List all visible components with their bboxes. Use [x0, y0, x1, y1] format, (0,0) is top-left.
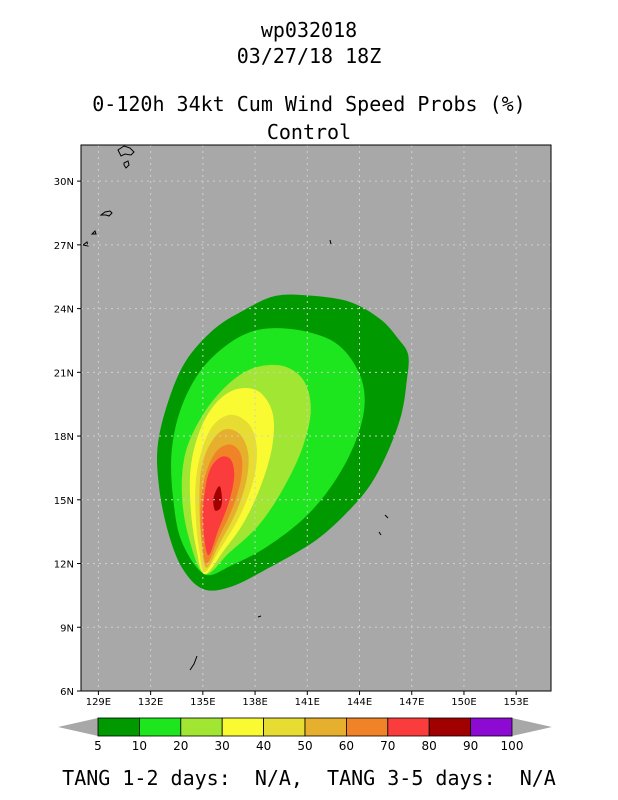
storm-id-title: wp032018: [260, 18, 358, 42]
island-coastline: [257, 615, 262, 618]
map-frame: [80, 144, 552, 692]
colorbar-box: [221, 717, 264, 737]
x-tick-label: 141E: [295, 697, 320, 708]
y-tick-label: 27N: [54, 241, 74, 252]
colorbar-box: [345, 717, 389, 737]
colorbar-label: 5: [94, 739, 102, 753]
colorbar-box: [304, 717, 347, 737]
island-coastline: [189, 655, 198, 671]
island-coastline: [123, 160, 130, 169]
colorbar-label: 10: [132, 739, 147, 753]
colorbar-box: [180, 717, 223, 737]
colorbar-low-triangle: [58, 718, 98, 736]
colorbar-high-triangle: [512, 718, 552, 736]
y-tick-label: 18N: [54, 432, 74, 443]
datetime-title: 03/27/18 18Z: [236, 44, 382, 68]
x-tick-label: 150E: [451, 697, 476, 708]
contour-80-percent: [213, 486, 222, 511]
island-coastline: [99, 210, 113, 217]
colorbar: 5 10 20 30 40 50 60 70 80 90 100: [58, 717, 552, 753]
colorbar-label: 20: [173, 739, 188, 753]
x-tick-label: 144E: [347, 697, 372, 708]
y-tick-label: 9N: [60, 623, 74, 634]
colorbar-box: [138, 717, 182, 737]
island-coastline: [378, 531, 382, 536]
y-tick-label: 15N: [54, 496, 74, 507]
x-tick-label: 147E: [399, 697, 424, 708]
island-coastline: [81, 241, 89, 247]
y-tick-label: 30N: [54, 177, 74, 188]
y-tick-label: 12N: [54, 560, 74, 571]
colorbar-label: 40: [256, 739, 271, 753]
colorbar-box: [97, 717, 140, 737]
y-axis: 6N 9N 12N 15N 18N 21N 24N 27N 30N: [54, 177, 81, 698]
y-tick-label: 6N: [60, 687, 74, 698]
product-title: 0-120h 34kt Cum Wind Speed Probs (%): [92, 92, 526, 116]
island-coastline: [329, 239, 332, 245]
tang-forecast-text: TANG 1-2 days: N/A, TANG 3-5 days: N/A: [62, 766, 556, 790]
x-axis: 129E 132E 135E 138E 141E 144E 147E 150E 153E: [86, 691, 529, 708]
model-title: Control: [266, 120, 352, 144]
colorbar-box: [387, 717, 430, 737]
colorbar-label: 50: [297, 739, 312, 753]
colorbar-label: 90: [463, 739, 478, 753]
colorbar-label: 80: [422, 739, 437, 753]
colorbar-label: 100: [501, 739, 524, 753]
x-tick-label: 129E: [86, 697, 111, 708]
x-tick-label: 132E: [138, 697, 163, 708]
colorbar-label: 30: [215, 739, 230, 753]
y-tick-label: 21N: [54, 368, 74, 379]
x-tick-label: 135E: [190, 697, 215, 708]
island-coastline: [90, 230, 97, 235]
x-tick-label: 153E: [503, 697, 528, 708]
island-coastline: [384, 514, 389, 519]
coastline-layer: [81, 145, 389, 671]
colorbar-box: [263, 717, 306, 737]
colorbar-label: 70: [380, 739, 395, 753]
island-coastline: [117, 145, 135, 157]
x-tick-label: 138E: [242, 697, 267, 708]
y-tick-label: 24N: [54, 305, 74, 316]
colorbar-box: [470, 717, 513, 737]
lat-lon-grid: [81, 145, 551, 691]
colorbar-label: 60: [339, 739, 354, 753]
colorbar-box: [428, 717, 472, 737]
contour-layer: [156, 294, 409, 591]
